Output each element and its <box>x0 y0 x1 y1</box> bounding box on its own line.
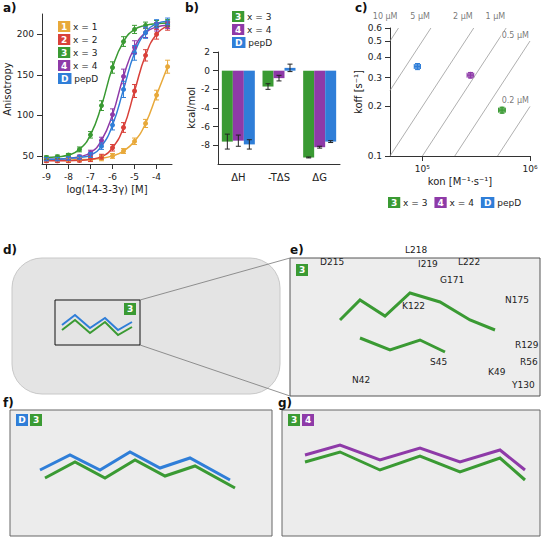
svg-text:K49: K49 <box>488 367 506 377</box>
svg-text:b): b) <box>185 1 199 15</box>
svg-text:L222: L222 <box>458 257 480 267</box>
svg-text:N175: N175 <box>505 295 529 305</box>
svg-text:-TΔS: -TΔS <box>268 172 290 183</box>
svg-text:3: 3 <box>291 415 297 425</box>
svg-text:0.3: 0.3 <box>368 73 382 83</box>
svg-text:0: 0 <box>204 66 210 76</box>
svg-text:Anisotropy: Anisotropy <box>2 62 13 116</box>
svg-text:4: 4 <box>235 25 241 35</box>
svg-text:3: 3 <box>299 265 305 275</box>
svg-text:3: 3 <box>391 198 397 208</box>
svg-text:1 µM: 1 µM <box>486 12 506 21</box>
svg-text:S45: S45 <box>430 357 447 367</box>
svg-text:x = 1: x = 1 <box>70 22 97 32</box>
svg-text:10⁵: 10⁵ <box>415 164 430 174</box>
svg-text:log(14-3-3γ) [M]: log(14-3-3γ) [M] <box>66 184 147 195</box>
svg-text:kcal/mol: kcal/mol <box>186 87 197 129</box>
svg-text:d): d) <box>3 243 17 257</box>
svg-text:0.5 µM: 0.5 µM <box>502 31 529 40</box>
svg-text:0.5: 0.5 <box>368 36 382 46</box>
svg-text:4: 4 <box>61 61 67 71</box>
svg-text:3: 3 <box>33 415 39 425</box>
svg-text:x = 4: x = 4 <box>244 25 271 35</box>
svg-text:10 µM: 10 µM <box>373 12 398 21</box>
svg-text:x = 3: x = 3 <box>70 48 97 58</box>
svg-text:f): f) <box>3 396 14 410</box>
svg-text:-4: -4 <box>201 103 210 113</box>
svg-text:ΔH: ΔH <box>231 172 245 183</box>
svg-text:10⁶: 10⁶ <box>522 164 537 174</box>
svg-text:4: 4 <box>305 415 311 425</box>
svg-text:3: 3 <box>235 12 241 22</box>
svg-text:-8: -8 <box>64 172 73 182</box>
svg-text:3: 3 <box>61 48 67 58</box>
svg-text:pepD: pepD <box>494 198 521 208</box>
svg-text:R129: R129 <box>515 340 539 350</box>
svg-text:50: 50 <box>23 151 35 161</box>
svg-text:D: D <box>18 415 25 425</box>
svg-text:pepD: pepD <box>71 74 98 84</box>
svg-text:pepD: pepD <box>245 38 272 48</box>
svg-text:100: 100 <box>17 110 34 120</box>
svg-text:x = 4: x = 4 <box>447 198 474 208</box>
svg-text:3: 3 <box>127 304 133 314</box>
svg-text:-2: -2 <box>201 84 210 94</box>
svg-text:koff [s⁻¹]: koff [s⁻¹] <box>353 70 364 114</box>
svg-text:-6: -6 <box>108 172 117 182</box>
svg-text:Y130: Y130 <box>511 380 535 390</box>
svg-text:kon [M⁻¹·s⁻¹]: kon [M⁻¹·s⁻¹] <box>428 176 493 187</box>
svg-text:R56: R56 <box>520 357 538 367</box>
svg-text:K122: K122 <box>402 301 425 311</box>
svg-text:5 µM: 5 µM <box>410 12 430 21</box>
svg-text:G171: G171 <box>440 275 464 285</box>
svg-text:2: 2 <box>61 35 67 45</box>
svg-text:-9: -9 <box>42 172 51 182</box>
svg-text:0.6: 0.6 <box>368 23 383 33</box>
svg-text:a): a) <box>3 1 17 15</box>
svg-text:g): g) <box>278 396 292 410</box>
svg-text:x = 4: x = 4 <box>70 61 97 71</box>
svg-text:2 µM: 2 µM <box>453 12 473 21</box>
svg-text:D: D <box>61 74 68 84</box>
svg-text:0.2 µM: 0.2 µM <box>502 96 529 105</box>
svg-text:150: 150 <box>17 70 34 80</box>
svg-text:x = 3: x = 3 <box>244 12 271 22</box>
svg-text:D: D <box>484 198 491 208</box>
svg-text:D215: D215 <box>320 257 344 267</box>
svg-text:-4: -4 <box>152 172 161 182</box>
svg-text:0.1: 0.1 <box>368 151 382 161</box>
svg-text:0.2: 0.2 <box>368 101 382 111</box>
svg-text:D: D <box>235 38 242 48</box>
svg-text:I219: I219 <box>418 259 438 269</box>
svg-text:ΔG: ΔG <box>312 172 327 183</box>
svg-text:200: 200 <box>17 29 34 39</box>
svg-text:e): e) <box>290 243 304 257</box>
svg-text:L218: L218 <box>405 245 427 255</box>
svg-text:-7: -7 <box>86 172 95 182</box>
svg-text:c): c) <box>355 1 368 15</box>
svg-text:4: 4 <box>437 198 443 208</box>
svg-text:2: 2 <box>204 47 210 57</box>
svg-text:x = 3: x = 3 <box>400 198 427 208</box>
svg-text:1: 1 <box>61 22 67 32</box>
svg-text:-5: -5 <box>130 172 139 182</box>
svg-text:x = 2: x = 2 <box>70 35 97 45</box>
svg-text:-8: -8 <box>201 140 210 150</box>
svg-text:N42: N42 <box>352 375 370 385</box>
svg-text:0.4: 0.4 <box>368 52 383 62</box>
svg-text:-6: -6 <box>201 122 210 132</box>
